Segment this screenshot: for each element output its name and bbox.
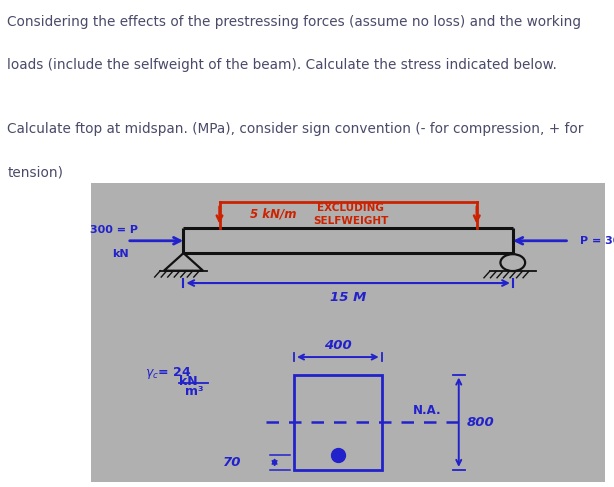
Text: 70: 70 bbox=[223, 456, 242, 469]
Text: EXCLUDING: EXCLUDING bbox=[317, 204, 384, 213]
Text: 15 M: 15 M bbox=[330, 291, 367, 304]
Bar bbox=[294, 375, 381, 470]
Text: $\gamma_c$= 24: $\gamma_c$= 24 bbox=[145, 365, 191, 381]
Text: P = 300 kN: P = 300 kN bbox=[580, 236, 614, 246]
Text: kN: kN bbox=[112, 248, 129, 259]
Text: 400: 400 bbox=[324, 339, 352, 352]
Text: SELFWEIGHT: SELFWEIGHT bbox=[313, 216, 389, 225]
Text: Calculate ftop at midspan. (MPa), consider sign convention (- for compression, +: Calculate ftop at midspan. (MPa), consid… bbox=[7, 122, 584, 136]
Text: N.A.: N.A. bbox=[413, 404, 441, 417]
Text: 800: 800 bbox=[467, 416, 494, 429]
Text: loads (include the selfweight of the beam). Calculate the stress indicated below: loads (include the selfweight of the bea… bbox=[7, 58, 558, 73]
Text: m³: m³ bbox=[185, 385, 203, 398]
Text: 300 = P: 300 = P bbox=[90, 225, 138, 235]
Text: tension): tension) bbox=[7, 166, 63, 180]
Text: 5 kN/m: 5 kN/m bbox=[251, 207, 297, 220]
Text: kN: kN bbox=[179, 375, 198, 388]
Text: Considering the effects of the prestressing forces (assume no loss) and the work: Considering the effects of the prestress… bbox=[7, 15, 581, 29]
